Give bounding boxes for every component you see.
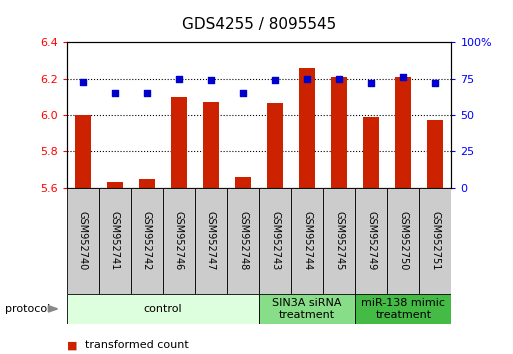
Bar [131,188,163,294]
Point [303,76,311,82]
Text: GSM952748: GSM952748 [238,211,248,270]
Point [111,91,119,96]
Text: GSM952747: GSM952747 [206,211,216,270]
Text: GSM952744: GSM952744 [302,211,312,270]
Bar [363,117,379,188]
Bar [163,188,195,294]
Bar [291,188,323,294]
Text: control: control [144,304,182,314]
Bar [396,77,411,188]
Bar [355,294,451,324]
Bar [259,294,355,324]
Bar [331,77,347,188]
Bar [420,188,451,294]
Point [271,78,279,83]
Point [431,80,440,86]
Point [399,74,407,80]
Text: GSM952745: GSM952745 [334,211,344,270]
Bar [139,178,155,188]
Bar [427,120,443,188]
Bar [195,188,227,294]
Text: SIN3A siRNA
treatment: SIN3A siRNA treatment [272,298,342,320]
Text: GDS4255 / 8095545: GDS4255 / 8095545 [182,17,336,32]
Bar [203,102,219,188]
Text: GSM952751: GSM952751 [430,211,440,270]
Text: GSM952740: GSM952740 [78,211,88,270]
Text: GSM952743: GSM952743 [270,211,280,270]
Bar [67,188,98,294]
Bar [387,188,420,294]
Text: GSM952741: GSM952741 [110,211,120,270]
Text: GSM952742: GSM952742 [142,211,152,270]
Point [175,76,183,82]
Text: protocol: protocol [5,304,50,314]
Point [143,91,151,96]
Bar [171,97,187,188]
Bar [235,177,251,188]
Text: GSM952746: GSM952746 [174,211,184,270]
Bar [259,188,291,294]
Point [78,79,87,85]
Text: GSM952749: GSM952749 [366,211,376,270]
Bar [98,188,131,294]
Text: transformed count: transformed count [85,340,188,350]
Bar [107,182,123,188]
Point [335,76,343,82]
Point [239,91,247,96]
Text: GSM952750: GSM952750 [399,211,408,270]
Bar [267,103,283,188]
Bar [299,68,315,188]
Bar [323,188,355,294]
Bar [67,294,259,324]
Bar [75,115,91,188]
Bar [355,188,387,294]
Text: miR-138 mimic
treatment: miR-138 mimic treatment [361,298,445,320]
Text: ■: ■ [67,340,77,350]
Bar [227,188,259,294]
Point [367,80,376,86]
Point [207,78,215,83]
